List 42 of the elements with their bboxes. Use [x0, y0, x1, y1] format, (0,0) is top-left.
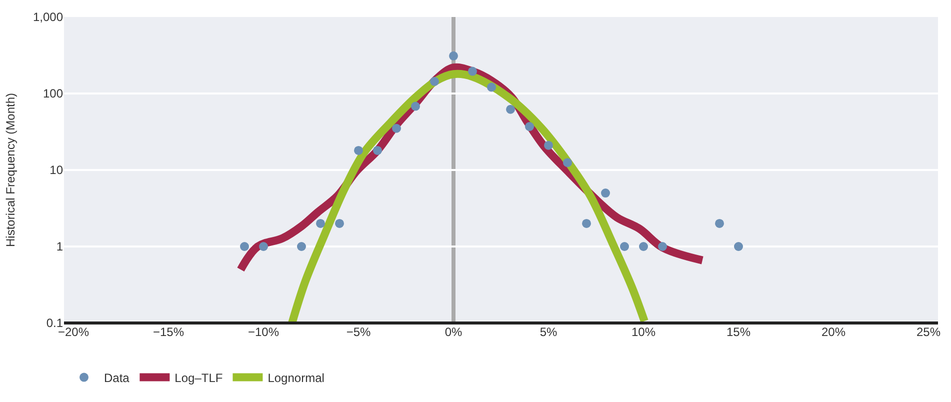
- x-tick-label: −10%: [248, 325, 280, 339]
- x-tick-label: 0%: [444, 325, 462, 339]
- point: [335, 218, 344, 228]
- y-tick-label: 10: [50, 163, 64, 178]
- point: [582, 218, 591, 228]
- point: [639, 242, 648, 251]
- x-tick-label: 10%: [631, 325, 656, 339]
- point: [544, 140, 553, 150]
- legend-label: Lognormal: [268, 370, 324, 385]
- point: [373, 146, 382, 155]
- x-tick-label: 5%: [540, 325, 558, 339]
- point: [297, 242, 306, 251]
- point: [620, 242, 629, 251]
- point: [525, 122, 534, 132]
- point: [601, 188, 610, 198]
- point: [411, 102, 420, 111]
- legend-label: Data: [104, 370, 130, 385]
- point: [392, 124, 401, 133]
- point: [734, 242, 743, 251]
- point: [449, 51, 458, 60]
- point: [240, 242, 249, 251]
- point: [506, 104, 515, 114]
- x-tick-label: 25%: [916, 325, 941, 339]
- legend-label: Log–TLF: [174, 370, 223, 385]
- y-axis-title: Historical Frequency (Month): [3, 92, 18, 248]
- point: [487, 82, 496, 92]
- point: [354, 146, 363, 155]
- x-tick-label: 15%: [726, 325, 751, 339]
- point: [259, 242, 268, 251]
- y-tick-label: 1: [56, 240, 64, 254]
- y-tick-label: 100: [42, 86, 64, 101]
- x-tick-label: −5%: [346, 325, 371, 339]
- y-tick-label: 0.1: [46, 316, 64, 330]
- y-tick-label: 1,000: [32, 10, 64, 24]
- point: [658, 242, 667, 251]
- point: [430, 76, 439, 86]
- point: [468, 66, 477, 76]
- point: [715, 218, 724, 228]
- x-tick-label: −15%: [152, 325, 184, 339]
- point: [563, 158, 572, 168]
- point: [316, 218, 325, 228]
- x-tick-label: 20%: [821, 325, 846, 339]
